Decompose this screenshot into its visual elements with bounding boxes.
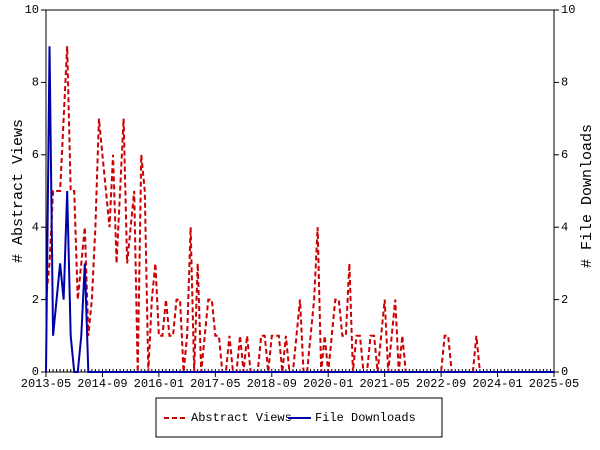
series-line: [45, 46, 554, 373]
y2-tick-label: 6: [561, 148, 568, 162]
plot-frame: [45, 9, 555, 373]
x-tick-label: 2016-01: [134, 377, 184, 391]
x-tick-label: 2024-01: [472, 377, 522, 391]
x-tick-label: 2022-09: [416, 377, 466, 391]
x-tick-label: 2025-05: [529, 377, 579, 391]
x-tick-label: 2014-09: [77, 377, 127, 391]
x-tick-label: 2020-01: [303, 377, 353, 391]
y2-axis-label: # File Downloads: [579, 124, 596, 268]
series-line: [45, 46, 554, 373]
y2-tick-label: 0: [561, 365, 568, 379]
y-axis-label: # Abstract Views: [10, 119, 27, 263]
y-tick-label: 2: [32, 293, 39, 307]
legend-label: Abstract Views: [191, 411, 292, 425]
x-tick-label: 2017-05: [190, 377, 240, 391]
y-tick-label: 0: [32, 365, 39, 379]
y-tick-label: 8: [32, 76, 39, 90]
x-tick-label: 2021-05: [359, 377, 409, 391]
y-tick-label: 4: [32, 220, 39, 234]
y-tick-label: 6: [32, 148, 39, 162]
y2-tick-label: 10: [561, 3, 575, 17]
legend-label: File Downloads: [315, 411, 416, 425]
x-tick-label: 2018-09: [247, 377, 297, 391]
y2-tick-label: 4: [561, 220, 568, 234]
y-tick-label: 10: [25, 3, 39, 17]
x-tick-label: 2013-05: [21, 377, 71, 391]
y2-tick-label: 8: [561, 76, 568, 90]
y2-tick-label: 2: [561, 293, 568, 307]
